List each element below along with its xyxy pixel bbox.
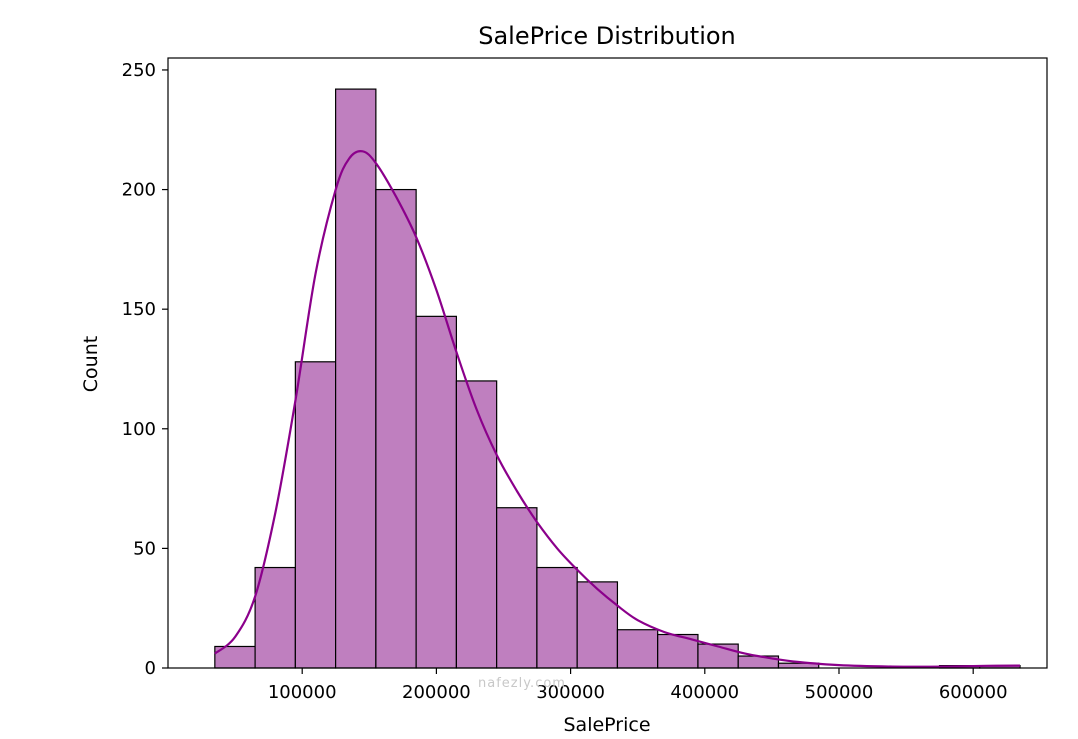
x-axis-label: SalePrice (563, 714, 650, 736)
y-axis-label: Count (80, 336, 102, 392)
plot-area (167, 57, 1048, 669)
y-tick-label: 0 (145, 658, 156, 679)
x-tick-label: 400000 (670, 682, 739, 703)
watermark: nafezly.com (478, 676, 566, 691)
kde-curve (214, 150, 1021, 668)
x-axis-ticks: 100000 200000 300000 400000 500000 600000 (268, 668, 1008, 703)
x-tick-label: 500000 (805, 682, 874, 703)
x-tick-label: 300000 (536, 682, 605, 703)
y-tick-label: 150 (122, 299, 156, 320)
x-tick-label: 600000 (939, 682, 1008, 703)
histogram-bar (697, 643, 739, 669)
y-tick-label: 100 (122, 419, 156, 440)
histogram-bar (375, 188, 417, 669)
histogram-bar (496, 507, 538, 669)
y-tick-label: 200 (122, 180, 156, 201)
axes-frame (167, 57, 1048, 669)
y-tick-label: 50 (133, 538, 156, 559)
histogram-bar (616, 629, 659, 669)
chart-title: SalePrice Distribution (478, 22, 736, 50)
histogram-bar (254, 566, 296, 669)
histogram-bar (455, 380, 498, 669)
histogram-bar (536, 566, 578, 669)
histogram-bar (294, 361, 337, 669)
x-tick-label: 100000 (268, 682, 337, 703)
x-tick-label: 200000 (402, 682, 471, 703)
y-axis-ticks: 0 50 100 150 200 250 (122, 60, 168, 679)
histogram-bar (415, 315, 457, 669)
histogram-bar (335, 88, 377, 669)
bars-group (214, 88, 1021, 669)
y-tick-label: 250 (122, 60, 156, 81)
histogram-bar (576, 581, 619, 669)
